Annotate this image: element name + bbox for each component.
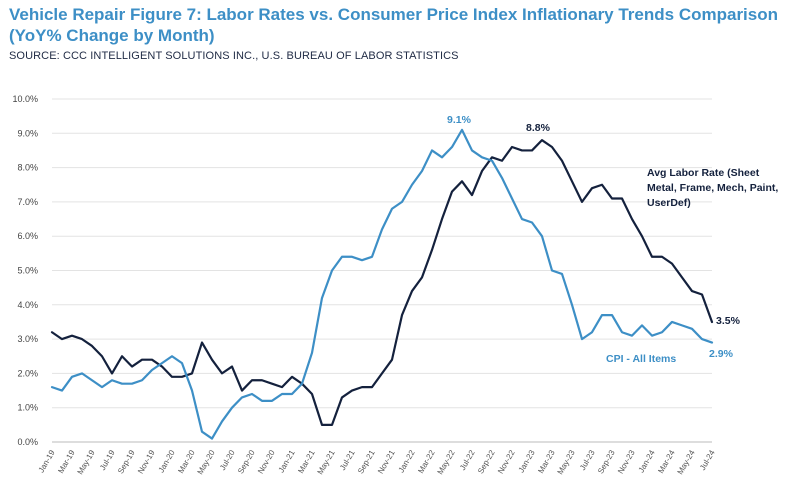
labor-legend-line-1: Avg Labor Rate (Sheet bbox=[647, 167, 760, 179]
x-tick-label: May-23 bbox=[556, 448, 577, 476]
x-tick-label: Nov-19 bbox=[136, 448, 157, 475]
x-tick-label: Mar-24 bbox=[656, 448, 677, 475]
y-tick-label: 9.0% bbox=[17, 128, 38, 138]
x-tick-label: Sep-19 bbox=[116, 448, 137, 475]
x-tick-label: Jan-22 bbox=[397, 448, 417, 474]
labor-legend-line-2: Metal, Frame, Mech, Paint, bbox=[647, 182, 778, 194]
x-tick-label: Sep-21 bbox=[356, 448, 377, 475]
x-tick-label: Sep-22 bbox=[476, 448, 497, 475]
y-tick-label: 4.0% bbox=[17, 300, 38, 310]
x-tick-label: Sep-23 bbox=[596, 448, 617, 475]
x-tick-label: Nov-23 bbox=[616, 448, 637, 475]
y-tick-label: 5.0% bbox=[17, 266, 38, 276]
x-tick-label: May-21 bbox=[316, 448, 337, 476]
x-tick-label: Jul-19 bbox=[98, 448, 117, 472]
x-tick-label: Mar-20 bbox=[176, 448, 197, 475]
x-tick-label: May-19 bbox=[76, 448, 97, 476]
x-tick-label: Jan-23 bbox=[517, 448, 537, 474]
y-tick-label: 0.0% bbox=[17, 437, 38, 447]
x-tick-label: Mar-19 bbox=[56, 448, 77, 475]
y-tick-label: 8.0% bbox=[17, 163, 38, 173]
x-tick-label: May-20 bbox=[196, 448, 217, 476]
x-tick-label: Jan-21 bbox=[277, 448, 297, 474]
x-tick-label: May-22 bbox=[436, 448, 457, 476]
chart-subtitle: SOURCE: CCC INTELLIGENT SOLUTIONS INC., … bbox=[9, 50, 459, 62]
cpi-legend-label: CPI - All Items bbox=[606, 353, 676, 365]
x-tick-label: Mar-22 bbox=[416, 448, 437, 475]
y-tick-label: 1.0% bbox=[17, 403, 38, 413]
x-tick-label: Jul-21 bbox=[338, 448, 357, 472]
chart-title: Vehicle Repair Figure 7: Labor Rates vs.… bbox=[9, 5, 779, 45]
x-tick-label: Jul-24 bbox=[698, 448, 717, 472]
cpi-end-label: 2.9% bbox=[709, 348, 734, 360]
x-tick-label: Jan-19 bbox=[37, 448, 57, 474]
labor-legend-line-3: UserDef) bbox=[647, 197, 691, 209]
x-tick-label: Jul-20 bbox=[218, 448, 237, 472]
series-lines bbox=[50, 128, 714, 440]
labor-peak-label: 8.8% bbox=[526, 122, 551, 134]
x-tick-label: Nov-20 bbox=[256, 448, 277, 475]
x-tick-label: Sep-20 bbox=[236, 448, 257, 475]
series-line-labor-rate bbox=[50, 139, 714, 426]
x-tick-label: Jan-20 bbox=[157, 448, 177, 474]
x-tick-label: Jan-24 bbox=[637, 448, 657, 474]
cpi-peak-label: 9.1% bbox=[447, 114, 472, 126]
x-tick-label: Mar-21 bbox=[296, 448, 317, 475]
y-tick-label: 7.0% bbox=[17, 197, 38, 207]
x-tick-label: Nov-22 bbox=[496, 448, 517, 475]
x-tick-label: May-24 bbox=[676, 448, 697, 476]
grid-lines bbox=[52, 98, 712, 443]
labor-end-label: 3.5% bbox=[716, 315, 741, 327]
x-tick-label: Mar-23 bbox=[536, 448, 557, 475]
y-tick-label: 3.0% bbox=[17, 334, 38, 344]
x-tick-label: Jul-22 bbox=[458, 448, 477, 472]
x-tick-label: Nov-21 bbox=[376, 448, 397, 475]
x-tick-label: Jul-23 bbox=[578, 448, 597, 472]
y-tick-label: 6.0% bbox=[17, 231, 38, 241]
y-tick-label: 2.0% bbox=[17, 368, 38, 378]
y-tick-label: 10.0% bbox=[12, 94, 38, 104]
series-line-cpi bbox=[50, 128, 714, 440]
y-axis-ticks: 0.0% 1.0% 2.0% 3.0% 4.0% 5.0% 6.0% 7.0% 8.0% 9.0%… bbox=[12, 94, 38, 447]
